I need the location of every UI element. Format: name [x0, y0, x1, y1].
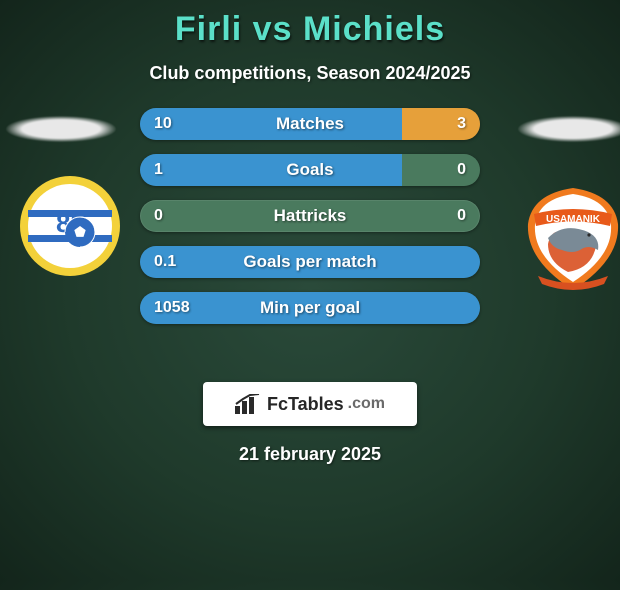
club-crest-left-svg: 88 — [20, 176, 120, 276]
stat-bar-right — [402, 108, 480, 140]
stat-bar-left — [140, 154, 402, 186]
stat-row: Goals10 — [140, 154, 480, 186]
player-shadow-left — [6, 116, 116, 142]
brand-badge[interactable]: FcTables.com — [203, 382, 417, 426]
bar-chart-icon — [235, 394, 261, 414]
stat-label: Hattricks — [140, 206, 480, 226]
subtitle: Club competitions, Season 2024/2025 — [0, 63, 620, 84]
stat-bars: Matches103 Goals10 Hattricks0 0 Goals per ma… — [140, 108, 480, 324]
brand-name: FcTables — [267, 394, 344, 415]
stat-bar-right — [402, 154, 480, 186]
svg-text:USAMANIK: USAMANIK — [546, 214, 601, 225]
comparison-stage: 88 USAMANIK Matches103 Goals10 Hattricks0 0… — [0, 108, 620, 358]
page-title: Firli vs Michiels — [0, 10, 620, 49]
stat-bar-left — [140, 246, 480, 278]
stat-row: Goals per match0.1 — [140, 246, 480, 278]
date-label: 21 february 2025 — [0, 444, 620, 465]
stat-row: Matches103 — [140, 108, 480, 140]
stat-bar-left — [140, 292, 480, 324]
club-crest-right: USAMANIK — [518, 184, 620, 294]
brand-suffix: .com — [348, 395, 385, 413]
club-crest-right-svg: USAMANIK — [518, 184, 620, 294]
stat-row: Hattricks0 0 — [140, 200, 480, 232]
stat-bar-left — [140, 108, 402, 140]
stat-value-left: 0 — [154, 207, 163, 225]
club-crest-left: 88 — [20, 176, 120, 276]
player-shadow-right — [518, 116, 620, 142]
stat-row: Min per goal1058 — [140, 292, 480, 324]
stat-value-right: 0 — [457, 207, 466, 225]
